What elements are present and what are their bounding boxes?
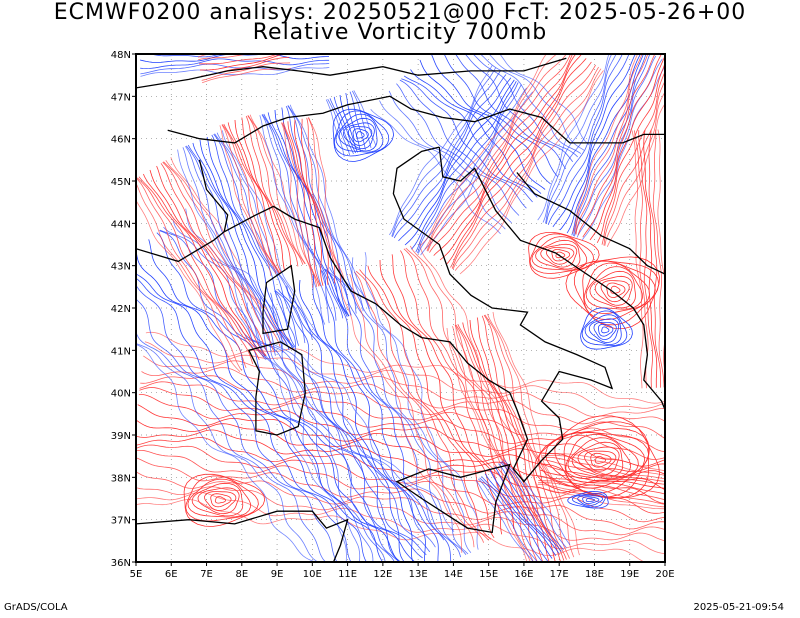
longitude-tick-label: 9E [271,569,284,580]
longitude-tick-label: 20E [655,569,674,580]
longitude-tick-label: 15E [479,569,498,580]
slovenia-croatia-border [442,108,665,144]
latitude-tick-label: 39N [111,431,131,442]
longitude-tick-label: 18E [585,569,604,580]
italy-coastline [223,146,614,483]
positive-core-greece [534,415,660,499]
alps-border [167,95,443,144]
sardinia-coastline [247,341,306,436]
longitude-tick-label: 11E [338,569,357,580]
positive-band-calabria [446,311,580,562]
north-africa-coastline [136,510,349,562]
generation-timestamp: 2025-05-21-09:54 [693,602,784,613]
longitude-tick-label: 19E [620,569,639,580]
negative-core-montenegro [580,307,633,350]
latitude-tick-label: 41N [111,346,131,357]
latitude-tick-label: 37N [111,516,131,527]
latitude-tick-label: 40N [111,389,131,400]
latitude-axis: 36N 37N 38N 39N 40N 41N 42N 43N 44N 45N 46N 47N 48N [111,50,136,569]
weak-negative-field-alps [370,54,590,235]
coastlines [136,57,665,562]
longitude-tick-label: 12E [373,569,392,580]
positive-core-sardinia-south [183,473,266,527]
positive-band-east-edge [631,129,665,389]
longitude-tick-label: 8E [235,569,248,580]
longitude-tick-label: 10E [303,569,322,580]
sicily-coastline [395,463,511,534]
latitude-tick-label: 44N [111,219,131,230]
positive-band-north-italy [281,117,346,288]
longitude-tick-label: 14E [444,569,463,580]
latitude-tick-label: 43N [111,262,131,273]
map-subtitle: Relative Vorticity 700mb [252,20,548,45]
positive-band-alps-west [219,114,306,277]
latitude-tick-label: 45N [111,177,131,188]
negative-band-balkans [537,54,665,241]
positive-band-ligurian [136,157,291,372]
bosnia-border [516,172,665,275]
map-title: ECMWF0200 analisys: 20250521@00 FcT: 202… [53,0,747,25]
latitude-tick-label: 38N [111,473,131,484]
software-credit: GrADS/COLA [4,602,68,613]
positive-core-bosnia [565,256,661,330]
positive-band-adriatic [419,54,604,275]
longitude-tick-label: 7E [200,569,213,580]
france-italy-border [198,159,229,232]
longitude-tick-label: 13E [409,569,428,580]
latitude-tick-label: 47N [111,92,131,103]
positive-core-croatia [528,232,600,279]
latitude-tick-label: 46N [111,135,131,146]
longitude-tick-label: 17E [550,569,569,580]
longitude-axis: 5E 6E 7E 8E 9E 10E 11E 12E 13E 14E 15E 16E 17E 18E 19E… [130,562,675,580]
negative-band-sicily-strait [475,459,571,562]
negative-core-alps [332,108,395,162]
negative-core-ionian [567,490,609,509]
vorticity-contours [136,54,665,562]
balkan-coastline [438,147,665,410]
lat-lon-grid [136,54,665,562]
north-border [136,57,567,89]
latitude-tick-label: 42N [111,304,131,315]
negative-band-adriatic [389,65,534,256]
longitude-tick-label: 16E [514,569,533,580]
longitude-tick-label: 5E [130,569,143,580]
longitude-tick-label: 6E [165,569,178,580]
latitude-tick-label: 36N [111,558,131,569]
corsica-coastline [262,264,296,335]
latitude-tick-label: 48N [111,50,131,61]
france-coastline [136,231,225,263]
